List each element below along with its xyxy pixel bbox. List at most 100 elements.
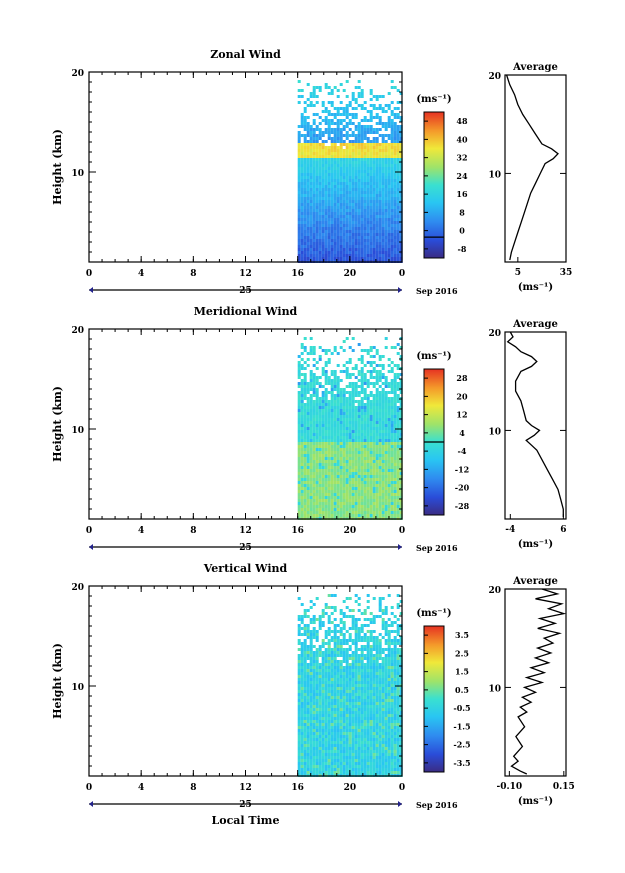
heatmap-cell: [354, 107, 358, 110]
heatmap-cell: [348, 197, 352, 200]
heatmap-cell: [390, 206, 394, 209]
heatmap-cell: [339, 140, 343, 143]
heatmap-cell: [342, 418, 346, 421]
heatmap-cell: [312, 245, 316, 248]
heatmap-cell: [339, 418, 343, 421]
heatmap-cell: [315, 203, 319, 206]
heatmap-cell: [339, 185, 343, 188]
heatmap-cell: [393, 206, 397, 209]
heatmap-cell: [330, 382, 334, 385]
heatmap-cell: [366, 158, 370, 161]
heatmap-cell: [315, 95, 319, 98]
heatmap-cell: [399, 490, 403, 493]
heatmap-cell: [381, 672, 385, 675]
heatmap-cell: [303, 633, 307, 636]
heatmap-cell: [345, 705, 349, 708]
heatmap-cell: [330, 209, 334, 212]
heatmap-cell: [360, 433, 364, 436]
heatmap-cell: [372, 448, 376, 451]
heatmap-cell: [342, 406, 346, 409]
heatmap-cell: [300, 484, 304, 487]
heatmap-cell: [396, 642, 400, 645]
heatmap-cell: [333, 433, 337, 436]
heatmap-cell: [375, 475, 379, 478]
heatmap-cell: [330, 693, 334, 696]
heatmap-cell: [297, 209, 301, 212]
heatmap-cell: [348, 442, 352, 445]
heatmap-cell: [306, 690, 310, 693]
heatmap-cell: [312, 137, 316, 140]
heatmap-cell: [318, 439, 322, 442]
heatmap-cell: [384, 481, 388, 484]
heatmap-cell: [318, 233, 322, 236]
heatmap-cell: [384, 221, 388, 224]
heatmap-cell: [363, 699, 367, 702]
heatmap-cell: [381, 454, 385, 457]
heatmap-cell: [324, 164, 328, 167]
heatmap-cell: [393, 251, 397, 254]
heatmap-cell: [366, 624, 370, 627]
heatmap-cell: [306, 627, 310, 630]
heatmap-cell: [375, 481, 379, 484]
heatmap-cell: [363, 406, 367, 409]
heatmap-cell: [387, 445, 391, 448]
heatmap-cell: [360, 221, 364, 224]
heatmap-cell: [393, 364, 397, 367]
heatmap-cell: [345, 391, 349, 394]
heatmap-cell: [345, 257, 349, 260]
heatmap-cell: [360, 630, 364, 633]
heatmap-cell: [363, 717, 367, 720]
heatmap-cell: [381, 484, 385, 487]
heatmap-cell: [330, 194, 334, 197]
heatmap-cell: [333, 669, 337, 672]
heatmap-cell: [297, 675, 301, 678]
heatmap-cell: [378, 714, 382, 717]
heatmap-cell: [396, 182, 400, 185]
heatmap-cell: [354, 137, 358, 140]
heatmap-cell: [369, 221, 373, 224]
heatmap-cell: [396, 657, 400, 660]
heatmap-cell: [339, 514, 343, 517]
heatmap-cell: [399, 445, 403, 448]
heatmap-cell: [378, 603, 382, 606]
heatmap-cell: [369, 212, 373, 215]
heatmap-cell: [390, 502, 394, 505]
heatmap-cell: [297, 693, 301, 696]
heatmap-cell: [390, 379, 394, 382]
heatmap-cell: [360, 478, 364, 481]
heatmap-cell: [327, 113, 331, 116]
heatmap-cell: [303, 484, 307, 487]
heatmap-cell: [345, 660, 349, 663]
heatmap-cell: [351, 200, 355, 203]
heatmap-cell: [375, 717, 379, 720]
heatmap-cell: [348, 493, 352, 496]
heatmap-cell: [372, 427, 376, 430]
heatmap-cell: [396, 233, 400, 236]
heatmap-cell: [339, 442, 343, 445]
heatmap-cell: [333, 478, 337, 481]
heatmap-cell: [321, 251, 325, 254]
heatmap-cell: [369, 224, 373, 227]
heatmap-cell: [324, 708, 328, 711]
heatmap-cell: [312, 445, 316, 448]
heatmap-cell: [339, 457, 343, 460]
heatmap-cell: [351, 663, 355, 666]
profile-line: [506, 331, 564, 517]
heatmap-cell: [339, 654, 343, 657]
heatmap-cell: [318, 248, 322, 251]
heatmap-cell: [315, 466, 319, 469]
heatmap-cell: [306, 242, 310, 245]
heatmap-cell: [384, 227, 388, 230]
heatmap-cell: [375, 660, 379, 663]
heatmap-cell: [321, 167, 325, 170]
heatmap-cell: [318, 487, 322, 490]
heatmap-cell: [336, 481, 340, 484]
heatmap-cell: [330, 140, 334, 143]
heatmap-cell: [309, 499, 313, 502]
heatmap-cell: [339, 412, 343, 415]
heatmap-cell: [360, 164, 364, 167]
heatmap-cell: [336, 107, 340, 110]
heatmap-cell: [339, 696, 343, 699]
heatmap-cell: [342, 654, 346, 657]
heatmap-cell: [327, 391, 331, 394]
